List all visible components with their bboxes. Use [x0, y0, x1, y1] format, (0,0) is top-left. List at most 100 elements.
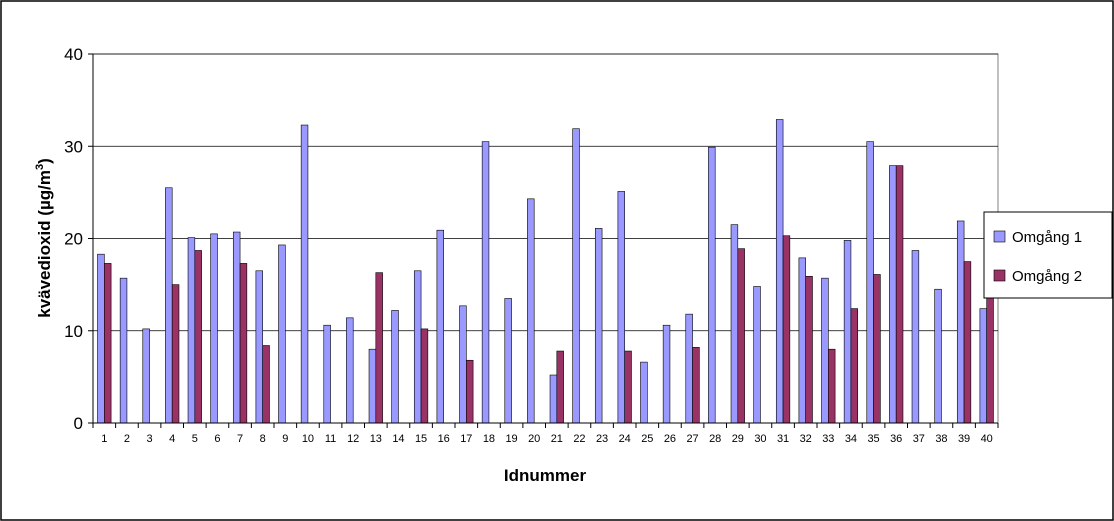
x-tick-label-37: 37 [913, 433, 925, 445]
bar-series1-id10 [300, 124, 309, 424]
bar-series1-id26 [662, 324, 671, 424]
x-tick-label-22: 22 [573, 433, 585, 445]
bar-series1-id30 [753, 286, 761, 424]
bar-series1-id39 [956, 220, 965, 424]
x-tick-label-18: 18 [483, 433, 495, 445]
bar-series2-id33 [828, 348, 836, 424]
bar-series1-id17 [459, 305, 467, 424]
bar-series1-id31 [775, 119, 784, 424]
bar-series2-id35 [873, 274, 881, 424]
x-tick-label-14: 14 [392, 433, 404, 445]
x-tick-label-11: 11 [325, 433, 336, 445]
x-tick-label-27: 27 [686, 433, 698, 445]
legend-swatch-omgang-1 [993, 230, 1006, 243]
x-tick-label-36: 36 [890, 433, 902, 445]
bar-series1-id37 [911, 250, 920, 424]
x-tick-label-15: 15 [415, 433, 427, 445]
y-tick-label-10: 10 [64, 322, 83, 341]
bar-series2-id24 [624, 350, 632, 424]
bar-series1-id19 [504, 298, 512, 424]
x-tick-label-12: 12 [347, 433, 359, 445]
legend-label-omgang-1: Omgång 1 [1012, 229, 1082, 246]
bar-series1-id33 [821, 277, 829, 424]
x-tick-label-30: 30 [754, 433, 766, 445]
bar-series2-id27 [692, 347, 700, 424]
x-tick-label-25: 25 [641, 433, 653, 445]
bar-series1-id21 [549, 374, 558, 424]
bar-series1-id3 [142, 328, 150, 424]
y-axis-title: kvävedioxid (µg/m3) [34, 158, 54, 318]
x-tick-label-5: 5 [192, 433, 198, 445]
bar-series1-id12 [346, 317, 354, 424]
bar-series1-id7 [232, 231, 241, 424]
legend: Omgång 1 Omgång 2 [983, 211, 1113, 299]
x-tick-label-28: 28 [709, 433, 721, 445]
x-tick-label-34: 34 [845, 433, 857, 445]
y-tick-label-30: 30 [64, 137, 83, 156]
x-tick-label-9: 9 [282, 433, 288, 445]
bar-series1-id35 [866, 141, 874, 424]
y-tick-label-40: 40 [64, 45, 83, 64]
legend-swatch-omgang-2 [993, 269, 1006, 282]
x-tick-label-7: 7 [237, 433, 243, 445]
x-tick-label-21: 21 [551, 433, 563, 445]
bar-series1-id2 [119, 277, 128, 424]
bar-series1-id6 [210, 233, 218, 424]
bar-series1-id25 [640, 361, 648, 424]
x-tick-label-1: 1 [101, 433, 107, 445]
bar-series2-id39 [963, 261, 972, 424]
x-tick-label-8: 8 [260, 433, 266, 445]
x-tick-label-24: 24 [619, 433, 631, 445]
bar-series1-id24 [617, 191, 625, 424]
y-axis-title-main: kvävedioxid (µg/m [35, 170, 54, 318]
bar-series1-id28 [708, 146, 716, 424]
x-tick-label-17: 17 [460, 433, 472, 445]
x-tick-label-10: 10 [302, 433, 314, 445]
bar-series2-id8 [262, 345, 270, 424]
x-tick-label-19: 19 [505, 433, 517, 445]
bar-series1-id11 [323, 324, 331, 424]
bar-series2-id13 [375, 272, 383, 424]
x-tick-label-40: 40 [981, 433, 993, 445]
bar-series1-id29 [730, 224, 739, 424]
y-tick-label-0: 0 [74, 414, 83, 433]
x-tick-label-35: 35 [867, 433, 879, 445]
legend-label-omgang-2: Omgång 2 [1012, 268, 1082, 285]
x-tick-label-16: 16 [438, 433, 450, 445]
bar-series1-id1 [97, 253, 105, 424]
x-tick-label-38: 38 [935, 433, 947, 445]
y-axis-title-suffix: ) [35, 158, 54, 164]
x-axis-title: Idnummer [504, 466, 587, 485]
bar-series1-id13 [368, 348, 377, 424]
bar-series2-id7 [239, 263, 248, 424]
x-tick-label-23: 23 [596, 433, 608, 445]
x-tick-label-33: 33 [822, 433, 834, 445]
bar-series2-id15 [420, 328, 429, 424]
x-tick-label-4: 4 [169, 433, 175, 445]
bar-series1-id4 [165, 187, 173, 424]
x-tick-label-39: 39 [958, 433, 970, 445]
bar-series2-id4 [171, 284, 180, 424]
bars [97, 119, 994, 424]
bar-series2-id34 [850, 308, 859, 424]
bar-series1-id8 [255, 270, 263, 424]
bar-series1-id22 [572, 128, 580, 424]
x-tick-label-2: 2 [124, 433, 130, 445]
bar-series2-id21 [556, 350, 564, 424]
bar-series1-id40 [979, 308, 987, 424]
bar-series1-id32 [798, 257, 806, 424]
bar-series1-id18 [481, 141, 490, 424]
bar-series2-id1 [104, 263, 112, 424]
x-tick-label-20: 20 [528, 433, 540, 445]
x-tick-label-13: 13 [370, 433, 382, 445]
x-tick-label-32: 32 [800, 433, 812, 445]
bar-series2-id5 [194, 250, 202, 424]
bar-series1-id27 [685, 313, 693, 424]
bar-series1-id38 [934, 288, 942, 424]
y-tick-label-20: 20 [64, 230, 83, 249]
bar-series1-id16 [436, 229, 444, 424]
x-tick-label-31: 31 [777, 433, 789, 445]
bar-series1-id9 [278, 244, 286, 424]
bar-series2-id32 [805, 276, 813, 424]
